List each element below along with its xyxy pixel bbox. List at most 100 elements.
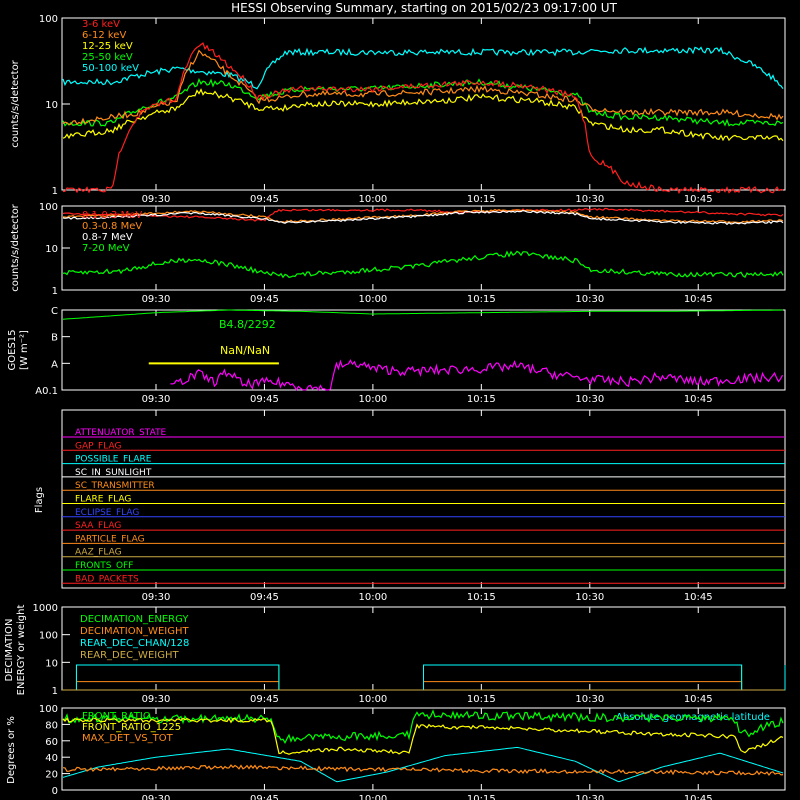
gamma-panel-xtick-label: 10:00 [358,294,387,305]
hxr-legend-item: 3-6 keV [82,19,120,30]
hxr-panel-xtick-label: 09:45 [250,194,279,205]
gamma-panel-xtick-label: 10:45 [684,294,713,305]
decimation-ytick-label: 1 [52,686,58,697]
gamma-ylabel: counts/s/detector [10,203,21,291]
decimation-panel-xtick-label: 10:00 [358,694,387,705]
flag-label: FRONTS_OFF [75,561,133,571]
ratios-panel-xtick-label: 09:30 [142,794,171,800]
hxr-panel-xtick-label: 09:30 [142,194,171,205]
hxr-legend-item: 25-50 keV [82,52,133,63]
ratios-panel-xtick-label: 10:45 [684,794,713,800]
flags-ylabel: Flags [34,487,45,513]
goes-panel-xtick-label: 09:45 [250,394,279,405]
goes-ratio-annotation: NaN/NaN [220,344,270,357]
flag-label: SC_IN_SUNLIGHT [75,468,152,478]
goes-panel-xtick-label: 10:30 [575,394,604,405]
ratios-panel-xtick-label: 10:30 [575,794,604,800]
goes-ytick-label: A [51,359,58,370]
hxr-panel-xtick-label: 10:00 [358,194,387,205]
gamma-ytick-label: 10 [45,244,58,255]
goes-panel-xtick-label: 10:45 [684,394,713,405]
ratios-series-line [62,717,784,755]
hxr-series-line [62,46,784,90]
gamma-series-line [62,207,784,222]
flag-label: FLARE_FLAG [75,495,131,505]
flags-panel-xtick-label: 10:45 [684,592,713,603]
goes-ytick-label: C [51,306,58,317]
goes-panel-xtick-label: 10:00 [358,394,387,405]
flag-label: SC_TRANSMITTER [75,481,155,491]
decimation-ytick-label: 10 [45,658,58,669]
decimation-panel-xtick-label: 10:45 [684,694,713,705]
decimation-legend-item: REAR_DEC_CHAN/128 [80,638,189,649]
geomag-latitude-line [62,746,784,783]
gamma-legend-item: 7-20 MeV [82,243,130,254]
hxr-series-line [62,42,784,195]
hxr-series-line [62,49,784,126]
flags-panel-frame [61,409,786,589]
goes-panel-xtick-label: 10:15 [467,394,496,405]
ratios-legend-item: FRONT_RATIO [82,711,151,722]
decimation-legend-item: DECIMATION_ENERGY [80,614,189,625]
decimation-ylabel-1: DECIMATION [4,618,15,681]
gamma-legend-item: 0.1-0.3 MeV [82,210,142,221]
flag-label: BAD_PACKETS [75,574,139,584]
flag-label: AAZ_FLAG [75,548,122,558]
gamma-series-line [62,209,784,226]
flags-panel-xtick-label: 09:30 [142,592,171,603]
gamma-panel-xtick-label: 10:30 [575,294,604,305]
goes-level-annotation: B4.8/2292 [219,318,276,331]
gamma-legend-item: 0.8-7 MeV [82,232,133,243]
goes-level-line [62,309,784,320]
hxr-panel-xtick-label: 10:30 [575,194,604,205]
chart-title: HESSI Observing Summary, starting on 201… [231,1,617,15]
decimation-ytick-label: 100 [39,631,58,642]
hxr-legend-item: 12-25 keV [82,41,133,52]
goes-panel-frame [61,309,786,391]
hxr-panel-xtick-label: 10:45 [684,194,713,205]
ratios-ytick-label: 40 [45,753,58,764]
decimation-legend-item: DECIMATION_WEIGHT [80,626,189,637]
hxr-ytick-label: 1 [52,186,58,197]
goes-ylabel-units: [W m⁻²] [19,330,30,370]
hxr-ylabel: counts/s/detector [10,59,21,147]
hxr-ytick-label: 100 [39,14,58,25]
ratios-ytick-label: 80 [45,720,58,731]
flag-label: POSSIBLE_FLARE [75,455,152,465]
gamma-ytick-label: 1 [52,286,58,297]
ratios-ylabel: Degrees or % [6,716,17,784]
hxr-ytick-label: 10 [45,100,58,111]
goes-ylabel: GOES15 [7,329,18,370]
gamma-legend-item: 0.3-0.8 MeV [82,221,142,232]
decimation-panel-xtick-label: 10:15 [467,694,496,705]
ratios-ytick-label: 100 [39,704,58,715]
decimation-ylabel-2: ENERGY or weight [16,605,27,696]
gamma-panel-xtick-label: 10:15 [467,294,496,305]
ratios-legend-item: MAX_DET_VS_TOT [82,733,174,744]
ratios-series-line [62,764,784,777]
ratios-panel-xtick-label: 10:00 [358,794,387,800]
flag-label: ECLIPSE_FLAG [75,508,139,518]
decimation-panel-xtick-label: 10:30 [575,694,604,705]
hxr-legend-item: 50-100 keV [82,63,139,74]
hxr-legend-item: 6-12 keV [82,30,126,41]
ratios-series-line [62,709,784,744]
decimation-panel-xtick-label: 09:30 [142,694,171,705]
flag-label: GAP_FLAG [75,441,121,451]
gamma-panel-xtick-label: 09:30 [142,294,171,305]
flags-panel-xtick-label: 10:30 [575,592,604,603]
decimation-legend-item: REAR_DEC_WEIGHT [80,650,179,661]
goes-ytick-label: A0.1 [35,386,58,397]
dynamic-plot-layer: 09:30 09:45 10:00 10:15 10:30 10:45 1 10 100 coun… [4,14,786,800]
ratios-legend-item: FRONT_RATIO_1225 [82,722,181,733]
goes-flux-line [170,359,784,392]
ratios-panel-frame [61,707,786,791]
hxr-panel-xtick-label: 10:15 [467,194,496,205]
hxr-series-line [62,77,784,127]
flag-label: SAA_FLAG [75,521,121,531]
gamma-series-line [62,250,784,279]
ratios-ytick-label: 60 [45,737,58,748]
flags-panel-xtick-label: 10:00 [358,592,387,603]
ratios-panel-xtick-label: 09:45 [250,794,279,800]
